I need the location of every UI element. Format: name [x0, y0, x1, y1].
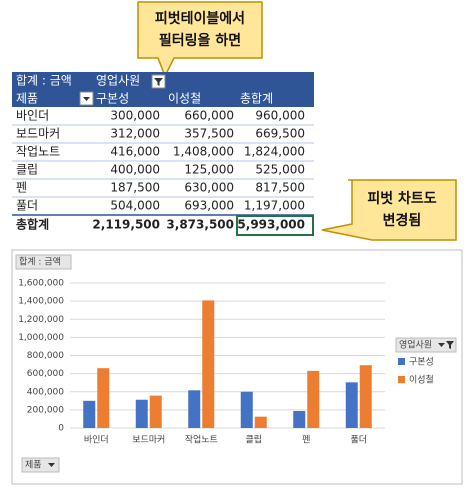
total-value: 3,873,500 [166, 218, 234, 232]
row-label: 바인더 [16, 109, 49, 123]
cell-value: 187,500 [110, 181, 160, 195]
y-tick-label: 200,000 [27, 405, 64, 415]
bar [307, 370, 320, 428]
x-tick-label: 작업노트 [185, 435, 218, 446]
bar [135, 399, 148, 428]
column-header: 구본성 [96, 92, 129, 106]
cell-value: 504,000 [110, 199, 160, 213]
field-button[interactable] [395, 337, 457, 353]
total-value: 2,119,500 [92, 218, 160, 232]
cell-value: 1,197,000 [244, 199, 305, 213]
bar [240, 391, 253, 428]
dropdown-arrow [83, 97, 90, 101]
filter-icon [154, 78, 163, 86]
callout-text: 피벗테이블에서 [155, 10, 245, 27]
filter-button[interactable] [151, 74, 166, 89]
bar [202, 300, 215, 428]
cell-value: 300,000 [110, 109, 160, 123]
cell-value: 630,000 [184, 181, 234, 195]
filter-icon [438, 341, 454, 349]
row-label: 풀더 [16, 199, 38, 213]
y-tick-label: 1,000,000 [18, 333, 64, 343]
cell-value: 357,500 [184, 127, 234, 141]
callout-text: 피벗 차트도 [367, 190, 436, 207]
column-header: 이성철 [168, 92, 201, 106]
cell-value: 660,000 [184, 109, 234, 123]
column-header: 총합계 [240, 92, 273, 106]
y-tick-label: 1,600,000 [18, 279, 64, 289]
row-field: 제품 [16, 92, 38, 106]
row-label: 작업노트 [16, 145, 60, 159]
legend-swatch [398, 376, 405, 383]
x-tick-label: 보드마커 [132, 435, 165, 446]
bar [97, 368, 110, 428]
callout-text: 변경됨 [383, 212, 422, 229]
row-label: 펜 [16, 181, 27, 195]
x-tick-label: 바인더 [84, 435, 109, 446]
callout-bubble [321, 179, 457, 241]
legend-swatch [398, 358, 405, 365]
callout-bubble [137, 1, 263, 78]
bar [359, 365, 372, 428]
cell-value: 1,408,000 [173, 145, 234, 159]
bar [254, 416, 267, 428]
y-tick-label: 1,400,000 [18, 297, 64, 307]
x-tick-label: 클립 [245, 435, 262, 446]
total-label: 총합계 [16, 217, 49, 232]
bar [83, 400, 96, 428]
dropdown-arrow [48, 463, 55, 467]
x-tick-label: 풀더 [350, 435, 367, 446]
bar [345, 382, 358, 428]
y-tick-label: 1,200,000 [18, 315, 64, 325]
bar [188, 390, 201, 428]
y-tick-label: 400,000 [27, 387, 64, 397]
legend-label: 이성철 [409, 375, 434, 386]
y-tick-label: 800,000 [27, 351, 64, 361]
row-label: 보드마커 [16, 127, 60, 141]
y-tick-label: 600,000 [27, 369, 64, 379]
row-label: 클립 [16, 163, 38, 177]
x-tick-label: 펜 [302, 435, 310, 446]
legend-title: 영업사원 [399, 340, 432, 351]
cell-value: 960,000 [255, 109, 305, 123]
cell-value: 817,500 [255, 181, 305, 195]
cell-value: 400,000 [110, 163, 160, 177]
y-tick-label: 0 [58, 424, 64, 434]
chart-frame [11, 249, 463, 485]
cell-value: 693,000 [184, 199, 234, 213]
callout-text: 필터링을 하면 [159, 32, 241, 49]
cell-value: 312,000 [110, 127, 160, 141]
cell-value: 125,000 [184, 163, 234, 177]
cell-value: 669,500 [255, 127, 305, 141]
column-field: 영업사원 [96, 74, 140, 88]
selected-cell[interactable] [236, 215, 314, 236]
total-value: 5,993,000 [237, 218, 305, 232]
dropdown-button[interactable] [79, 91, 94, 106]
field-button-label: 합계 : 금액 [19, 256, 61, 268]
cell-value: 416,000 [110, 145, 160, 159]
bar [293, 411, 306, 428]
cell-value: 1,824,000 [244, 145, 305, 159]
value-field: 합계 : 금액 [16, 74, 72, 88]
field-button[interactable] [21, 457, 60, 473]
cell-value: 525,000 [255, 163, 305, 177]
bar [149, 395, 162, 428]
legend-label: 구본성 [409, 357, 434, 368]
field-button-label: 제품 [25, 460, 42, 471]
field-button[interactable] [15, 254, 72, 270]
